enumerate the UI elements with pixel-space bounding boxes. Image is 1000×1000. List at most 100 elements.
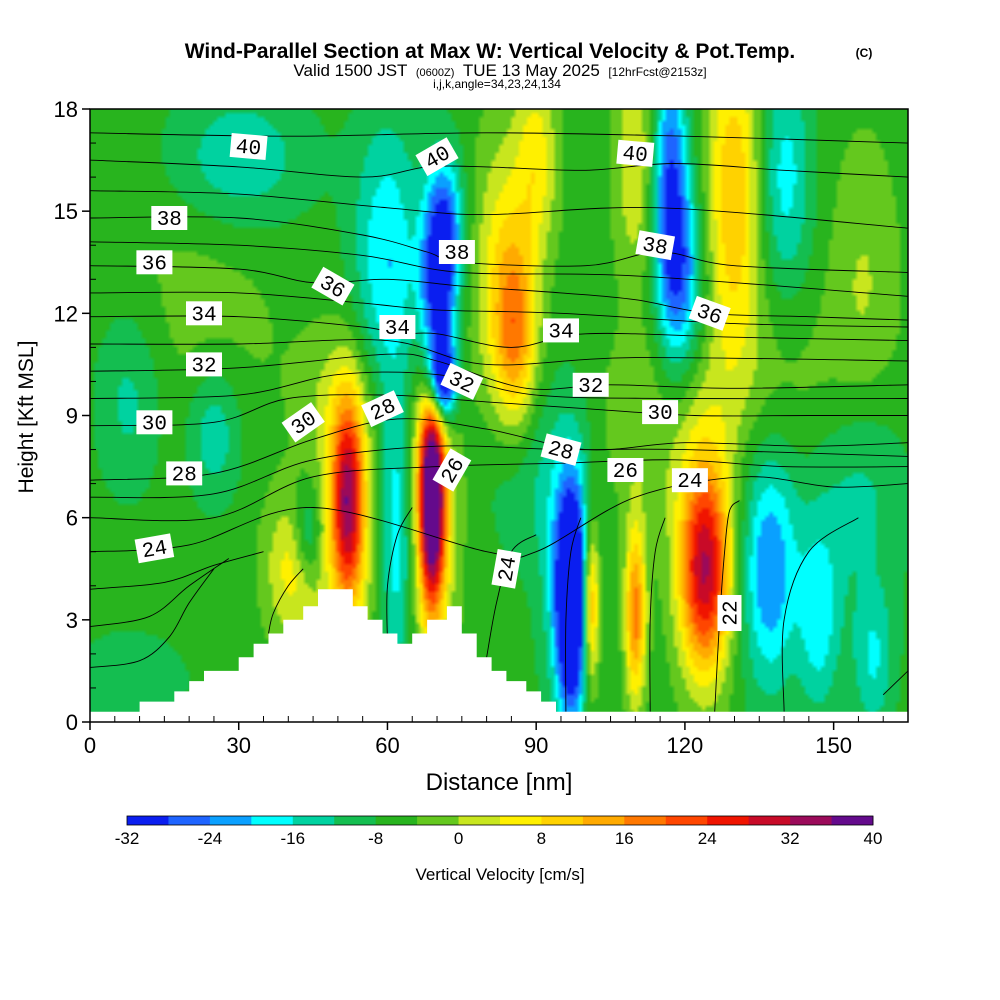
contour-label-box bbox=[440, 362, 484, 400]
theta-contour-40 bbox=[90, 159, 908, 178]
contour-label: 24 bbox=[491, 548, 522, 589]
contour-label-box bbox=[543, 318, 579, 343]
contour-label-text: 26 bbox=[613, 461, 638, 484]
contour-label-box bbox=[616, 139, 655, 167]
theta-contour-minor bbox=[90, 132, 908, 144]
contour-label-box bbox=[607, 458, 644, 482]
colorbar-tick-label: 32 bbox=[781, 829, 800, 848]
theta-contour-36 bbox=[90, 265, 908, 321]
contour-label-box bbox=[540, 433, 582, 466]
contour-label-text: 38 bbox=[640, 234, 669, 261]
contour-label: 28 bbox=[166, 461, 203, 487]
contour-label-text: 32 bbox=[191, 355, 216, 378]
contour-label-box bbox=[134, 533, 175, 564]
contour-label-box bbox=[151, 206, 188, 230]
theta-contour-minor bbox=[90, 558, 230, 628]
theta-contour-minor bbox=[781, 517, 859, 712]
x-tick-label: 90 bbox=[524, 733, 548, 758]
contour-label: 32 bbox=[186, 352, 222, 378]
contour-label: 36 bbox=[136, 250, 173, 276]
colorbar-tick-label: -24 bbox=[198, 829, 223, 848]
theta-contour-minor bbox=[90, 291, 908, 328]
y-tick-label: 9 bbox=[66, 404, 78, 429]
y-tick-label: 18 bbox=[54, 97, 78, 122]
contour-label-box bbox=[438, 240, 475, 264]
colorbar-label: Vertical Velocity [cm/s] bbox=[415, 865, 584, 884]
x-axis-label: Distance [nm] bbox=[426, 769, 573, 796]
colorbar-swatch bbox=[458, 816, 501, 825]
contour-label-text: 36 bbox=[142, 253, 167, 276]
contour-label: 24 bbox=[671, 468, 708, 494]
colorbar-tick-label: -8 bbox=[368, 829, 383, 848]
contour-label-text: 40 bbox=[235, 136, 262, 161]
contour-label-box bbox=[379, 315, 416, 339]
colorbar-swatch bbox=[334, 816, 377, 825]
theta-contour-minor bbox=[565, 517, 582, 712]
x-tick-label: 150 bbox=[815, 733, 852, 758]
contour-label-text: 38 bbox=[157, 209, 182, 232]
contour-label-box bbox=[432, 448, 472, 492]
x-axis: 0 30 60 90 120 150 bbox=[84, 716, 884, 758]
contour-label-box bbox=[491, 548, 522, 589]
contour-label: 38 bbox=[438, 240, 475, 266]
colorbar bbox=[126, 815, 874, 826]
colorbar-swatch bbox=[748, 816, 791, 825]
chart-title: Wind-Parallel Section at Max W: Vertical… bbox=[185, 40, 796, 63]
contour-label-box bbox=[136, 250, 173, 275]
contour-label: 32 bbox=[572, 372, 609, 399]
colorbar-tick-labels: -32 -24 -16 -8 0 8 16 24 32 40 bbox=[115, 829, 883, 848]
colorbar-swatch bbox=[168, 816, 211, 825]
theta-contour-minor bbox=[386, 507, 413, 644]
colorbar-tick-label: 40 bbox=[864, 829, 883, 848]
contour-label: 40 bbox=[616, 139, 655, 168]
colorbar-swatch bbox=[707, 816, 750, 825]
colorbar-swatch bbox=[127, 816, 169, 825]
contour-label-text: 38 bbox=[444, 243, 469, 266]
contour-label: 38 bbox=[635, 230, 676, 261]
contour-label-text: 34 bbox=[548, 321, 573, 344]
y-axis-label: Height [Kft MSL] bbox=[15, 341, 38, 494]
contour-label: 30 bbox=[642, 400, 679, 426]
theta-contour-28 bbox=[90, 418, 908, 481]
contour-label-box bbox=[642, 400, 679, 425]
contour-label-box bbox=[717, 595, 742, 631]
x-tick-label: 120 bbox=[667, 733, 704, 758]
contour-label: 28 bbox=[361, 390, 404, 428]
contour-label-text: 30 bbox=[142, 413, 167, 436]
x-tick-label: 0 bbox=[84, 733, 96, 758]
contour-label-box bbox=[415, 137, 459, 177]
terrain-profile bbox=[90, 589, 908, 722]
x-tick-label: 30 bbox=[226, 733, 250, 758]
contour-label-box bbox=[361, 390, 404, 428]
contour-label: 34 bbox=[543, 318, 579, 344]
contour-label-text: 34 bbox=[191, 304, 216, 327]
contour-label-box bbox=[136, 410, 173, 435]
theta-contour-minor bbox=[90, 551, 264, 590]
colorbar-swatch bbox=[209, 816, 252, 825]
theta-contour-32 bbox=[90, 353, 908, 390]
contour-label: 26 bbox=[607, 458, 644, 484]
contour-label: 24 bbox=[134, 533, 175, 564]
colorbar-swatch bbox=[500, 816, 542, 825]
copyright-mark: (C) bbox=[856, 46, 873, 60]
contour-label: 36 bbox=[688, 295, 731, 331]
y-tick-label: 6 bbox=[66, 506, 78, 531]
x-tick-label: 60 bbox=[375, 733, 399, 758]
contour-label: 34 bbox=[379, 315, 416, 341]
contour-label-text: 24 bbox=[495, 555, 522, 584]
contour-label-text: 40 bbox=[622, 143, 649, 168]
colorbar-swatch bbox=[582, 816, 625, 825]
contour-label: 22 bbox=[717, 595, 744, 631]
valid-time-text: Valid 1500 JST bbox=[293, 61, 407, 80]
colorbar-swatch bbox=[665, 816, 708, 825]
contour-label-text: 32 bbox=[578, 376, 603, 399]
colorbar-tick-label: 24 bbox=[698, 829, 717, 848]
colorbar-frame bbox=[126, 815, 874, 826]
contour-label-box bbox=[166, 461, 203, 486]
colorbar-swatch bbox=[831, 816, 874, 825]
contour-label: 38 bbox=[151, 206, 188, 232]
theta-contour-minor bbox=[90, 190, 908, 229]
contour-label-text: 34 bbox=[385, 318, 410, 341]
